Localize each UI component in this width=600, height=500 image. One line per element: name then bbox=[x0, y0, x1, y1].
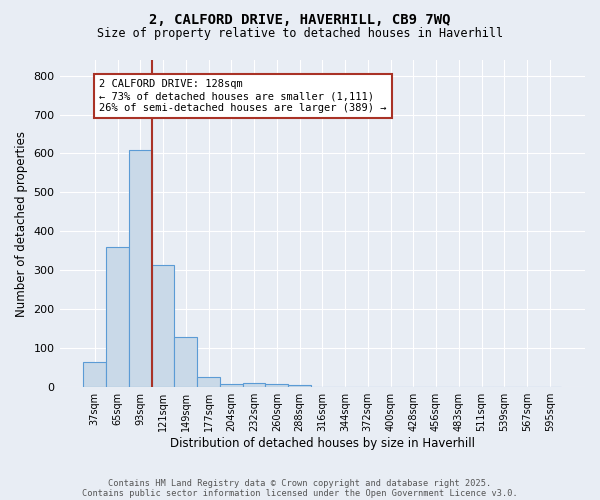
Bar bbox=[197, 376, 220, 387]
Bar bbox=[220, 384, 242, 387]
Bar bbox=[106, 247, 129, 387]
Bar bbox=[129, 150, 152, 387]
Text: Contains HM Land Registry data © Crown copyright and database right 2025.: Contains HM Land Registry data © Crown c… bbox=[109, 478, 491, 488]
Text: Size of property relative to detached houses in Haverhill: Size of property relative to detached ho… bbox=[97, 28, 503, 40]
Bar bbox=[288, 386, 311, 387]
Bar bbox=[83, 362, 106, 387]
Y-axis label: Number of detached properties: Number of detached properties bbox=[15, 130, 28, 316]
Text: 2, CALFORD DRIVE, HAVERHILL, CB9 7WQ: 2, CALFORD DRIVE, HAVERHILL, CB9 7WQ bbox=[149, 12, 451, 26]
Bar bbox=[242, 384, 265, 387]
Bar bbox=[265, 384, 288, 387]
Text: Contains public sector information licensed under the Open Government Licence v3: Contains public sector information licen… bbox=[82, 488, 518, 498]
Text: 2 CALFORD DRIVE: 128sqm
← 73% of detached houses are smaller (1,111)
26% of semi: 2 CALFORD DRIVE: 128sqm ← 73% of detache… bbox=[100, 80, 387, 112]
Bar bbox=[152, 264, 175, 387]
Bar bbox=[175, 338, 197, 387]
X-axis label: Distribution of detached houses by size in Haverhill: Distribution of detached houses by size … bbox=[170, 437, 475, 450]
